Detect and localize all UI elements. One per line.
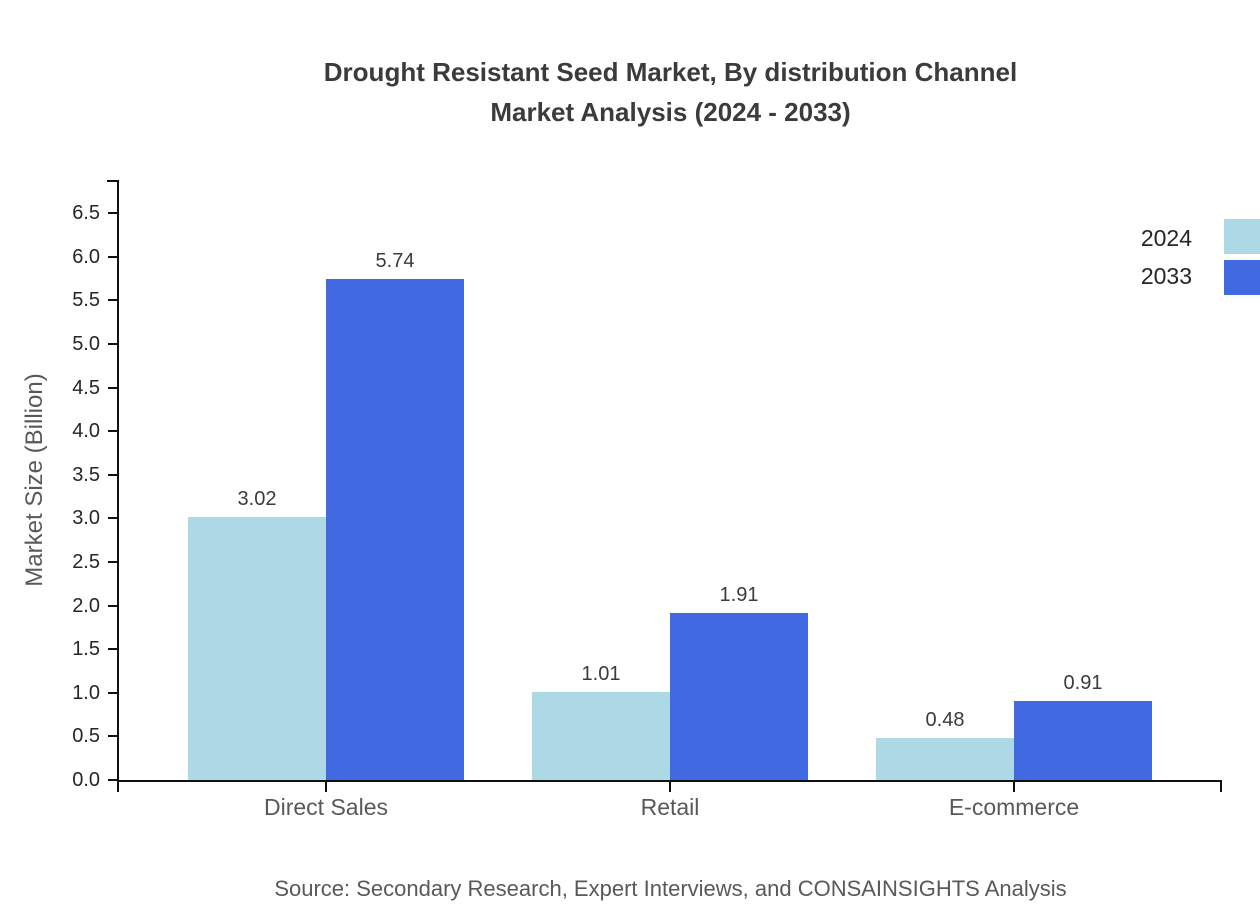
value-label-2033-e-commerce: 0.91: [1063, 671, 1103, 694]
y-tick-mark: [108, 735, 117, 738]
y-tick-label: 0.5: [72, 725, 100, 748]
bar-2024-e-commerce: [876, 738, 1014, 780]
legend-label-2024: 2024: [1140, 225, 1192, 251]
chart-title: Drought Resistant Seed Market, By distri…: [119, 52, 1222, 132]
y-tick-label: 6.5: [72, 202, 100, 225]
y-tick-label: 0.0: [72, 769, 100, 791]
value-label-2024-e-commerce: 0.48: [925, 709, 965, 732]
x-axis-line: [117, 780, 1222, 782]
category-label-e-commerce: E-commerce: [948, 794, 1080, 820]
y-tick-mark: [108, 648, 117, 651]
source-text: Source: Secondary Research, Expert Inter…: [274, 876, 1067, 901]
y-tick-mark: [108, 212, 117, 215]
y-tick-mark: [108, 299, 117, 302]
legend-swatch-2033: [1224, 260, 1260, 295]
y-tick-label: 1.0: [72, 681, 100, 704]
bar-2024-direct-sales: [188, 516, 326, 780]
y-tick-mark: [108, 604, 117, 607]
legend-swatch-2024: [1224, 219, 1260, 254]
x-axis-endcap: [1220, 780, 1222, 792]
bar-2024-retail: [532, 691, 670, 780]
bar-2033-retail: [670, 613, 808, 780]
chart-title-line1: Drought Resistant Seed Market, By distri…: [323, 57, 1018, 87]
value-label-2024-retail: 1.01: [581, 662, 621, 685]
y-tick-mark: [108, 343, 117, 345]
y-tick-label: 5.5: [72, 289, 100, 312]
value-label-2033-direct-sales: 5.74: [375, 250, 415, 273]
y-tick-mark: [108, 255, 117, 258]
y-tick-label: 5.0: [72, 333, 100, 355]
value-label-2024-direct-sales: 3.02: [237, 487, 277, 510]
legend-label-2033: 2033: [1140, 263, 1192, 289]
value-label-2033-retail: 1.91: [719, 584, 759, 607]
y-tick-label: 2.5: [72, 551, 100, 573]
y-tick-mark: [108, 561, 117, 563]
x-tick-mark: [325, 782, 327, 792]
category-label-retail: Retail: [640, 794, 700, 820]
bar-2033-e-commerce: [1014, 700, 1152, 780]
y-tick-mark: [108, 779, 117, 781]
y-tick-mark: [108, 473, 117, 476]
x-tick-mark: [669, 782, 671, 792]
bar-2033-direct-sales: [326, 279, 464, 780]
y-tick-mark: [108, 430, 117, 433]
category-label-direct-sales: Direct Sales: [264, 794, 388, 820]
y-axis-line: [117, 180, 119, 792]
y-axis-endcap: [107, 180, 119, 182]
y-tick-label: 2.0: [72, 594, 100, 617]
y-tick-mark: [108, 386, 117, 389]
y-tick-mark: [108, 691, 117, 694]
y-tick-label: 4.0: [72, 420, 100, 443]
y-tick-label: 3.0: [72, 507, 100, 530]
x-tick-mark: [1013, 782, 1015, 792]
y-tick-label: 4.5: [72, 376, 100, 399]
y-tick-mark: [108, 517, 117, 520]
y-tick-label: 3.5: [72, 463, 100, 486]
y-tick-label: 6.0: [72, 245, 100, 268]
y-axis-title: Market Size (Billion): [21, 373, 48, 587]
chart-title-line2: Market Analysis (2024 - 2033): [490, 97, 851, 127]
y-tick-label: 1.5: [72, 638, 100, 661]
